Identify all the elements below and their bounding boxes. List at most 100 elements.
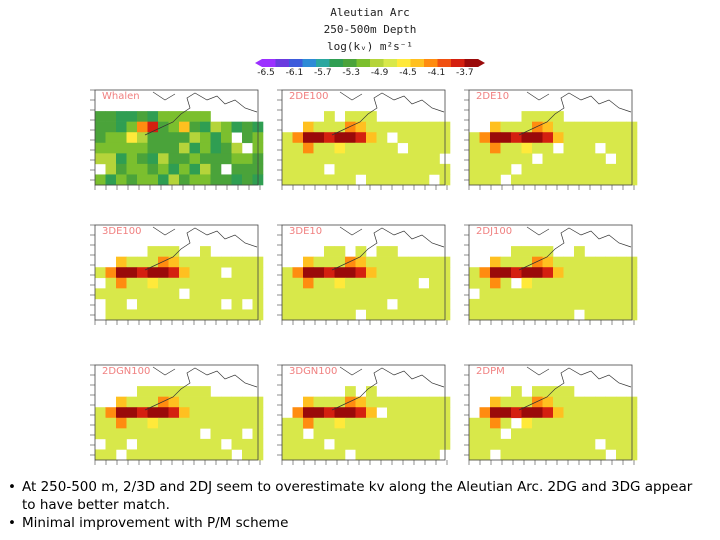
heatmap-cell (387, 396, 398, 408)
heatmap-cell (282, 298, 293, 310)
heatmap-cell (595, 163, 606, 175)
heatmap-cell (345, 428, 356, 440)
heatmap-cell (595, 132, 606, 144)
heatmap-cell (479, 449, 491, 461)
heatmap-cell (158, 288, 169, 300)
heatmap-cell (210, 288, 222, 300)
heatmap-cell (605, 142, 617, 154)
heatmap-cell (542, 396, 554, 408)
heatmap-cell (366, 121, 377, 133)
heatmap-cell (408, 407, 419, 419)
heatmap-cell (200, 309, 211, 321)
heatmap-cell (292, 417, 304, 429)
heatmap-cell (116, 153, 127, 165)
heatmap-cell (397, 121, 409, 133)
notes-list: At 250-500 m, 2/3D and 2DJ seem to overe… (8, 478, 708, 532)
heatmap-cell (511, 288, 522, 300)
panel-whalen: Whalen (90, 85, 264, 190)
heatmap-cell (105, 132, 117, 144)
heatmap-cell (408, 153, 419, 165)
coastline (144, 367, 258, 411)
heatmap-cell (168, 153, 180, 165)
colorbar-ticks: -6.5 -6.1 -5.7 -5.3 -4.9 -4.5 -4.1 -3.7 (257, 68, 477, 80)
heatmap-cell (553, 438, 564, 450)
heatmap-cell (126, 277, 138, 289)
heatmap-cell (616, 298, 627, 310)
heatmap-cell (355, 111, 367, 122)
coastline (526, 91, 550, 101)
heatmap-cell (408, 174, 419, 186)
heatmap-cell (345, 298, 356, 310)
heatmap-cell (221, 396, 232, 408)
heatmap-cell (490, 174, 501, 186)
heatmap-cell (469, 309, 480, 321)
heatmap-cell (137, 386, 148, 397)
heatmap-cell (521, 132, 533, 144)
heatmap-cell (147, 153, 159, 165)
heatmap-cell (479, 417, 491, 429)
heatmap-cell (574, 396, 585, 408)
heatmap-cell (116, 111, 127, 122)
heatmap-cell (126, 449, 138, 461)
heatmap-cell (500, 153, 512, 165)
heatmap-cell (345, 277, 356, 289)
heatmap-cell (179, 121, 190, 133)
heatmap-cell (324, 132, 335, 144)
heatmap-cell (429, 396, 440, 408)
heatmap-cell (366, 174, 377, 186)
heatmap-cell (126, 407, 138, 419)
heatmap-cell (366, 449, 377, 461)
heatmap-cell (605, 256, 617, 268)
heatmap-cell (397, 256, 409, 268)
heatmap-cell (532, 438, 543, 450)
heatmap-cell (303, 277, 314, 289)
heatmap-cell (553, 298, 564, 310)
heatmap-cell (292, 449, 304, 461)
heatmap-cell (553, 256, 564, 268)
heatmap-cell (490, 163, 501, 175)
heatmap-cell (158, 121, 169, 133)
heatmap-cell (574, 277, 585, 289)
heatmap-cell (521, 449, 533, 461)
heatmap-cell (532, 386, 543, 397)
heatmap-cell (521, 267, 533, 279)
heatmap-cell (221, 417, 232, 429)
heatmap-cell (366, 417, 377, 429)
heatmap-cell (532, 163, 543, 175)
heatmap-cell (408, 288, 419, 300)
heatmap-cell (584, 256, 596, 268)
heatmap-cell (605, 396, 617, 408)
heatmap-cell (126, 132, 138, 144)
heatmap-cell (584, 396, 596, 408)
heatmap-cell (126, 111, 138, 122)
heatmap-cell (605, 417, 617, 429)
heatmap-cell (616, 407, 627, 419)
heatmap-cell (200, 256, 211, 268)
heatmap-cell (418, 121, 430, 133)
colorbar-segment (329, 59, 344, 67)
heatmap-cell (292, 153, 304, 165)
heatmap-cell (210, 428, 222, 440)
heatmap-cell (563, 142, 575, 154)
colorbar-tick-label: -6.5 (257, 68, 275, 78)
heatmap-cell (584, 309, 596, 321)
heatmap-cell (376, 246, 388, 257)
heatmap-cell (105, 121, 117, 133)
heatmap-cell (345, 267, 356, 279)
heatmap-cell (242, 288, 253, 300)
heatmap-cell (345, 163, 356, 175)
heatmap-cell (355, 298, 367, 310)
heatmap-cell (500, 267, 512, 279)
heatmap-cell (366, 132, 377, 144)
heatmap-cell (469, 267, 480, 279)
colorbar-segment (410, 59, 425, 67)
heatmap-cell (574, 428, 585, 440)
heatmap-cell (542, 449, 554, 461)
heatmap-cell (584, 407, 596, 419)
heatmap-cell (418, 142, 430, 154)
heatmap-cell (479, 298, 491, 310)
heatmap-cell (313, 277, 325, 289)
heatmap-cell (479, 428, 491, 440)
heatmap-cell (418, 256, 430, 268)
heatmap-cell (137, 121, 148, 133)
